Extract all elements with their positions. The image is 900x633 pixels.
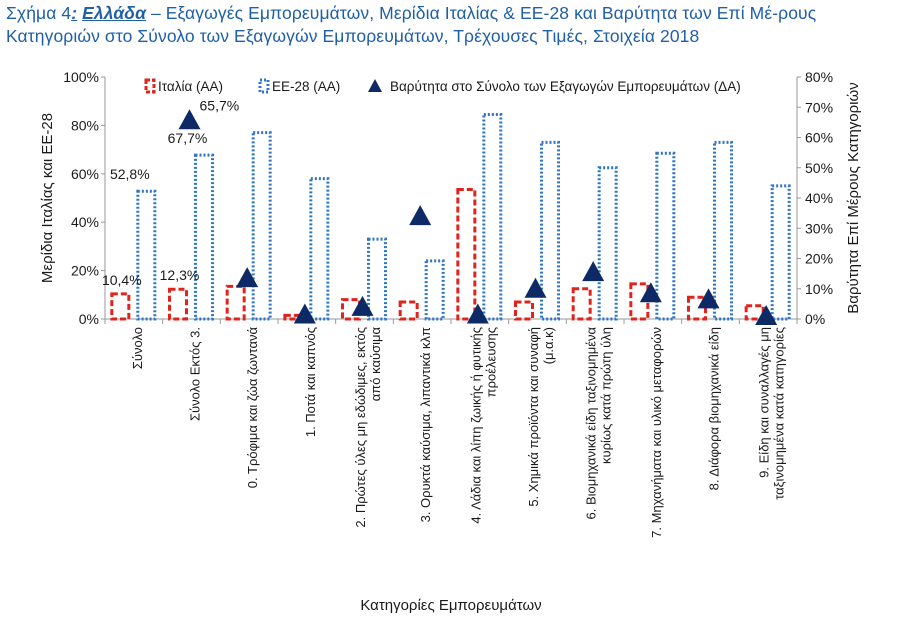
- x-category-label-line: κυρίως κατά πρώτη ύλη: [599, 327, 614, 464]
- eu28-bar: [713, 140, 733, 321]
- legend-italy-swatch: [144, 78, 156, 94]
- italy-bar: [225, 284, 246, 321]
- eu28-bar: [770, 184, 791, 321]
- y2-axis-title: Βαρύτητα Επί Μέρους Κατηγοριών: [845, 82, 862, 313]
- y2-tick-label: 70%: [805, 99, 833, 115]
- y2-tick-label: 20%: [805, 251, 833, 267]
- eu28-bar: [194, 153, 214, 321]
- x-category-label: 3. Ορυκτά καύσιμα, λιπαντικά κλπ: [418, 327, 433, 522]
- weight-marker: [293, 303, 316, 324]
- eu28-bar: [540, 140, 560, 321]
- weight-marker: [755, 304, 778, 325]
- eu28-bar: [136, 189, 157, 321]
- x-category-label: 1. Ποτά και καπνός: [303, 327, 318, 437]
- x-category-label-line: 0. Τρόφιμα και ζώα ζωντανά: [245, 327, 260, 489]
- x-category-label-line: από καύσιμα: [368, 327, 383, 402]
- y-tick-label: 100%: [63, 69, 99, 85]
- x-category-label: 5. Χημικά προϊόντα και συναφή (μ.α.κ): [526, 327, 556, 507]
- eu28-bar: [251, 131, 272, 321]
- title-country: Ελλάδα: [82, 3, 147, 23]
- title-colon: :: [71, 3, 78, 23]
- y-tick-label: 0%: [79, 311, 99, 327]
- eu28-bar: [655, 151, 676, 321]
- weight-marker: [697, 288, 720, 309]
- x-category-label-line: Σύνολο: [130, 327, 145, 369]
- weight-marker: [178, 109, 201, 130]
- x-category-label-line: 2. Πρώτες ύλες μη εδώδιμες, εκτός: [353, 327, 368, 528]
- y2-tick-label: 30%: [805, 220, 833, 236]
- x-category-label-line: 7. Μηχανήματα και υλικό μεταφορών: [649, 327, 664, 538]
- italy-bar: [341, 298, 361, 321]
- y2-tick-label: 10%: [805, 281, 833, 297]
- x-category-label-line: 1. Ποτά και καπνός: [303, 327, 318, 437]
- weight-marker: [236, 267, 259, 288]
- x-category-label: Σύνολο: [130, 327, 145, 369]
- y2-tick-label: 0%: [805, 311, 825, 327]
- y2-tick-label: 80%: [805, 69, 833, 85]
- data-label: 10,4%: [102, 272, 142, 288]
- x-category-label: Σύνολο Εκτός 3.: [188, 327, 203, 421]
- legend-weight-label: Βαρύτητα στο Σύνολο των Εξαγωγών Εμπορευ…: [390, 79, 741, 94]
- x-category-label: 4. Λάδια και λίπη ζωικής ή φυτικής προέλε…: [468, 327, 498, 524]
- legend-eu28-label: ΕΕ-28 (ΑΑ): [272, 79, 340, 94]
- x-category-label: 0. Τρόφιμα και ζώα ζωντανά: [245, 327, 260, 489]
- x-category-label-line: 8. Διάφορα βιομηχανικά είδη: [707, 327, 722, 490]
- weight-marker: [582, 261, 605, 282]
- x-axis-title: Κατηγορίες Εμπορευμάτων: [360, 597, 541, 614]
- x-category-label-line: προέλευσης: [483, 327, 498, 397]
- y2-tick-label: 40%: [805, 190, 833, 206]
- weight-marker: [409, 205, 432, 226]
- weight-marker: [524, 277, 547, 298]
- y-tick-label: 60%: [71, 166, 99, 182]
- eu28-bar: [482, 113, 503, 321]
- data-label: 67,7%: [168, 130, 208, 146]
- x-category-label-line: 4. Λάδια και λίπη ζωικής ή φυτικής: [468, 327, 483, 524]
- italy-bar: [571, 287, 592, 321]
- data-label: 12,3%: [160, 267, 200, 283]
- italy-bar: [398, 300, 419, 321]
- chart-title: Σχήμα 4: Ελλάδα – Εξαγωγές Εμπορευμάτων,…: [6, 2, 896, 48]
- x-category-label-line: Σύνολο Εκτός 3.: [188, 327, 203, 421]
- x-category-label: 9. Είδη και συναλλαγές μη ταξινομημένα κα…: [757, 327, 787, 500]
- weight-marker: [466, 303, 489, 324]
- data-label: 65,7%: [200, 97, 240, 113]
- eu28-bar: [367, 237, 387, 321]
- eu28-bar: [597, 166, 618, 321]
- x-category-label-line: 9. Είδη και συναλλαγές μη: [757, 327, 772, 478]
- legend-eu28-swatch: [258, 78, 270, 94]
- y-tick-label: 80%: [71, 117, 99, 133]
- eu28-bar: [424, 259, 445, 321]
- x-category-label-line: ταξινομημένα κατά κατηγορίες: [772, 327, 787, 500]
- data-label: 52,8%: [110, 166, 150, 182]
- y-tick-label: 20%: [71, 263, 99, 279]
- weight-marker: [351, 295, 374, 316]
- x-category-label: 6. Βιομηχανικά είδη ταξινομημένα κυρίως κ…: [584, 327, 614, 520]
- title-text: – Εξαγωγές Εμπορευμάτων, Μερίδια Ιταλίας…: [6, 3, 817, 46]
- x-category-label-line: 6. Βιομηχανικά είδη ταξινομημένα: [584, 327, 599, 520]
- y-tick-label: 40%: [71, 214, 99, 230]
- x-category-label: 2. Πρώτες ύλες μη εδώδιμες, εκτός από καύ…: [353, 327, 383, 528]
- title-prefix: Σχήμα 4: [6, 3, 72, 23]
- italy-bar: [514, 300, 534, 321]
- x-category-label-line: 3. Ορυκτά καύσιμα, λιπαντικά κλπ: [418, 327, 433, 522]
- x-category-label: 7. Μηχανήματα και υλικό μεταφορών: [649, 327, 664, 538]
- x-category-label-line: (μ.α.κ): [541, 327, 556, 364]
- weight-marker: [639, 282, 662, 303]
- x-category-label-line: 5. Χημικά προϊόντα και συναφή: [526, 327, 541, 507]
- legend-weight-swatch: [368, 79, 382, 92]
- eu28-bar: [309, 177, 330, 321]
- italy-bar: [629, 282, 650, 321]
- y-axis-title: Μερίδια Ιταλίας και ΕΕ-28: [39, 113, 56, 283]
- y2-tick-label: 50%: [805, 160, 833, 176]
- y2-tick-label: 60%: [805, 130, 833, 146]
- italy-bar: [456, 188, 477, 321]
- italy-bar: [110, 292, 131, 321]
- italy-bar: [168, 287, 188, 321]
- x-category-label: 8. Διάφορα βιομηχανικά είδη: [707, 327, 722, 490]
- legend-italy-label: Ιταλία (ΑΑ): [158, 79, 223, 94]
